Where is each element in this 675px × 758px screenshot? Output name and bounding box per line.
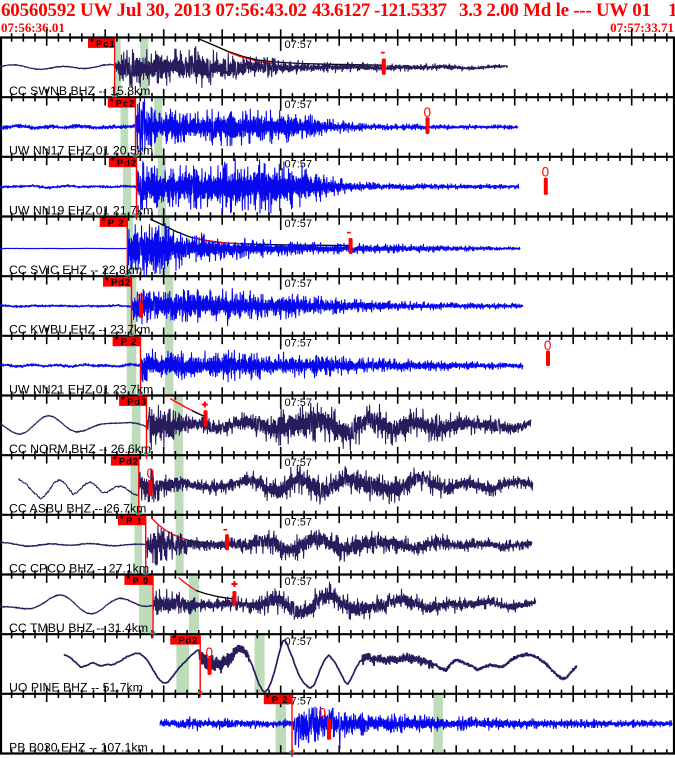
- svg-text:Pd2: Pd2: [111, 278, 131, 289]
- svg-text:P 1: P 1: [126, 516, 143, 527]
- svg-text:07:57: 07:57: [285, 516, 313, 528]
- svg-text:Pd3: Pd3: [127, 397, 147, 408]
- svg-text:P 2: P 2: [108, 218, 125, 229]
- svg-text:*: *: [110, 97, 114, 108]
- svg-text:P 2: P 2: [272, 695, 289, 706]
- svg-text:07:57: 07:57: [285, 278, 313, 290]
- svg-text:P 2: P 2: [121, 337, 138, 348]
- svg-text:0: 0: [424, 105, 432, 120]
- svg-text:07:57: 07:57: [285, 99, 313, 111]
- svg-text:43.6127 -121.5337: 43.6127 -121.5337: [312, 0, 448, 21]
- svg-text:CC TMBU BHZ -- 31.4km: CC TMBU BHZ -- 31.4km: [9, 621, 148, 635]
- svg-text:*: *: [111, 156, 115, 167]
- svg-text:CC SWNB BHZ -- 15.8km: CC SWNB BHZ -- 15.8km: [9, 84, 150, 98]
- svg-text:Pd2: Pd2: [119, 457, 139, 468]
- svg-text:3.3 2.00 Md le --- UW 01: 3.3 2.00 Md le --- UW 01: [459, 0, 651, 21]
- svg-text:UW NN17 EHZ 01 20.5km: UW NN17 EHZ 01 20.5km: [9, 144, 153, 158]
- svg-text:*: *: [121, 395, 125, 406]
- svg-text:Pc1: Pc1: [96, 39, 115, 50]
- svg-text:*: *: [90, 37, 94, 48]
- svg-text:UO PINE BHZ -- 51.7km: UO PINE BHZ -- 51.7km: [9, 681, 143, 695]
- svg-text:07:57: 07:57: [285, 39, 313, 51]
- svg-text:Pd2: Pd2: [117, 158, 137, 169]
- svg-text:Pd2: Pd2: [178, 636, 198, 647]
- svg-text:CC NQRM BHZ -- 26.6km: CC NQRM BHZ -- 26.6km: [9, 442, 151, 456]
- svg-text:0: 0: [542, 164, 550, 179]
- svg-text:07:57: 07:57: [285, 397, 313, 409]
- svg-text:CC SVIC EHZ -- 22.8km: CC SVIC EHZ -- 22.8km: [9, 263, 142, 277]
- svg-text:07:57: 07:57: [285, 457, 313, 469]
- svg-text:CC KWBU EHZ -- 23.7km: CC KWBU EHZ -- 23.7km: [9, 323, 150, 337]
- svg-text:*: *: [105, 276, 109, 287]
- svg-text:1: 1: [668, 0, 675, 21]
- svg-text:0: 0: [318, 705, 326, 720]
- svg-text:*: *: [102, 216, 106, 227]
- svg-text:UW NN21 EHZ 01 23.7km: UW NN21 EHZ 01 23.7km: [9, 382, 153, 396]
- svg-text:*: *: [120, 514, 124, 525]
- svg-text:0: 0: [206, 645, 214, 660]
- svg-text:0: 0: [544, 338, 552, 353]
- svg-text:07:57: 07:57: [285, 636, 313, 648]
- svg-text:60560592 UW Jul 30, 2013 07:56: 60560592 UW Jul 30, 2013 07:56:43.02: [1, 0, 307, 21]
- svg-text:UW NN19 EHZ 01 21.7km: UW NN19 EHZ 01 21.7km: [9, 203, 153, 217]
- svg-text:CC ASBU BHZ -- 26.7km: CC ASBU BHZ -- 26.7km: [9, 502, 146, 516]
- svg-text:P 0: P 0: [132, 576, 149, 587]
- svg-text:07:56:36.01: 07:56:36.01: [1, 20, 65, 35]
- svg-text:07:57: 07:57: [285, 158, 313, 170]
- svg-text:07:57:33.71: 07:57:33.71: [610, 20, 674, 35]
- svg-text:CC CPCO BHZ -- 27.1km: CC CPCO BHZ -- 27.1km: [9, 561, 149, 575]
- svg-text:07:57: 07:57: [285, 576, 313, 588]
- svg-text:07:57: 07:57: [285, 218, 313, 230]
- svg-text:PB B030 EHZ -- 107.1km: PB B030 EHZ -- 107.1km: [9, 740, 148, 754]
- svg-text:*: *: [113, 455, 117, 466]
- svg-text:*: *: [126, 574, 130, 585]
- svg-text:Pc2: Pc2: [116, 99, 135, 110]
- svg-text:*: *: [266, 693, 270, 704]
- svg-text:*: *: [172, 634, 176, 645]
- svg-text:0: 0: [136, 291, 144, 306]
- svg-text:07:57: 07:57: [285, 337, 313, 349]
- svg-text:0: 0: [146, 466, 154, 481]
- svg-text:*: *: [115, 335, 119, 346]
